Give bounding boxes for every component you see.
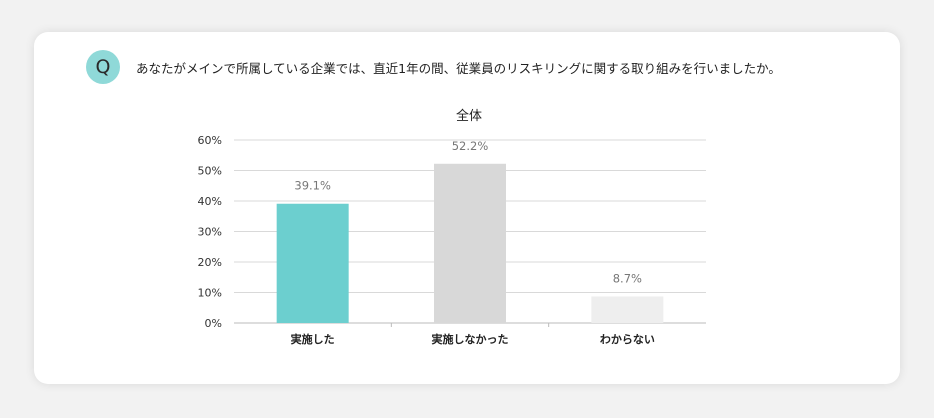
bar: [276, 203, 349, 323]
y-tick-label: 50%: [198, 165, 222, 178]
question-text: あなたがメインで所属している企業では、直近1年の間、従業員のリスキリングに関する…: [136, 61, 781, 76]
y-tick-label: 20%: [198, 256, 222, 269]
y-tick-label: 0%: [205, 317, 222, 330]
y-tick-label: 10%: [198, 287, 222, 300]
bar: [434, 163, 506, 323]
category-label: わからない: [600, 333, 655, 346]
y-tick-label: 60%: [198, 134, 222, 147]
y-tick-label: 40%: [198, 195, 222, 208]
data-label: 39.1%: [294, 179, 331, 193]
data-label: 52.2%: [452, 139, 489, 153]
y-tick-label: 30%: [198, 226, 222, 239]
bars: [276, 163, 664, 323]
question-badge: Q: [86, 50, 120, 84]
category-labels: 実施した 実施しなかった わからない: [291, 332, 655, 346]
data-labels: 39.1% 52.2% 8.7%: [294, 139, 642, 286]
data-label: 8.7%: [613, 271, 642, 285]
y-axis-ticks: 0% 10% 20% 30% 40% 50% 60%: [198, 134, 222, 330]
chart-title: 全体: [456, 108, 482, 124]
category-label: 実施しなかった: [432, 332, 509, 346]
category-label: 実施した: [291, 332, 335, 346]
bar: [591, 296, 664, 323]
